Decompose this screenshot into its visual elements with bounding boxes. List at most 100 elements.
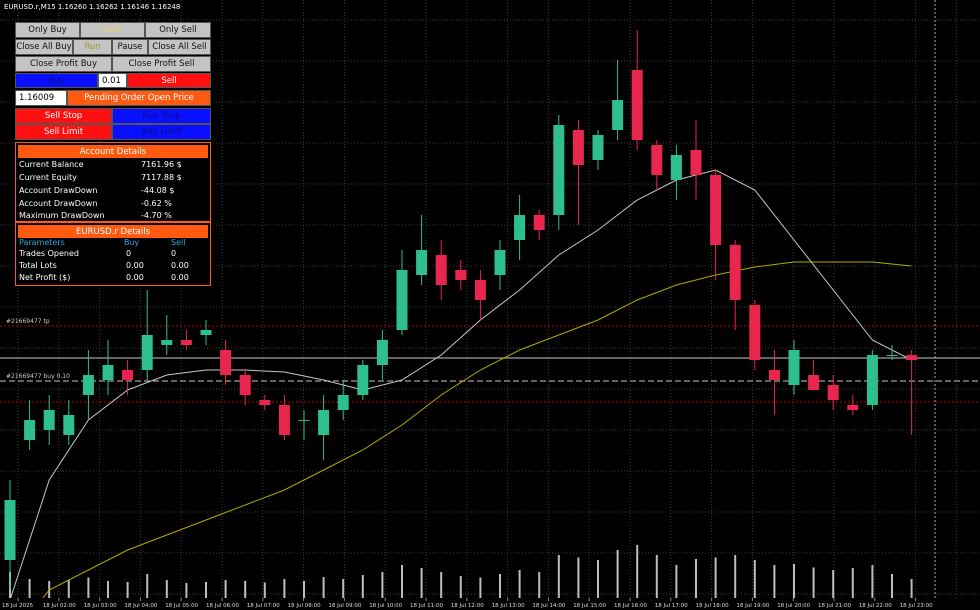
candle-body	[514, 215, 526, 240]
symbol-panel: EURUSD.r Details Parameters Buy Sell Tra…	[15, 222, 211, 286]
volume-bar	[734, 555, 737, 600]
label: Maximum DrawDown	[19, 211, 105, 220]
volume-bar	[244, 581, 247, 600]
volume-bar	[675, 565, 678, 600]
x-tick-label: 18 Jul 12:00	[451, 603, 484, 609]
x-tick-label: 18 Jul 22:00	[859, 603, 892, 609]
moving-average	[32, 261, 912, 610]
candle-body	[455, 270, 467, 280]
candle-body	[376, 340, 388, 365]
chart-title: EURUSD.r,M15 1.16260 1.16262 1.16146 1.1…	[4, 3, 180, 11]
candle-body	[298, 420, 310, 421]
label: Trades Opened	[19, 249, 79, 258]
value: -44.08 $	[141, 186, 175, 195]
value: 0.00	[171, 261, 189, 270]
candle-body	[808, 375, 820, 390]
button[interactable]: Sell Limit	[15, 124, 112, 140]
candle-body	[161, 340, 173, 345]
value: -0.62 %	[141, 199, 172, 208]
button[interactable]: Buy Limit	[112, 124, 211, 140]
volume-bar	[283, 579, 286, 600]
volume-bar	[361, 575, 364, 600]
x-tick-label: 18 Jul 20:00	[777, 603, 810, 609]
candle-body	[866, 355, 878, 405]
button[interactable]: Only Buy	[15, 22, 80, 38]
volume-bar	[538, 572, 541, 600]
volume-bar	[714, 557, 717, 600]
volume-bar	[773, 565, 776, 600]
x-tick-label: 18 Jul 06:00	[206, 603, 239, 609]
x-tick-label: 18 Jul 2025	[2, 603, 34, 609]
x-tick-label: 18 Jul 07:00	[247, 603, 280, 609]
candle-body	[337, 395, 349, 410]
candle-body	[180, 340, 192, 345]
x-tick-label: 18 Jul 04:00	[124, 603, 157, 609]
volume-bar	[322, 577, 325, 600]
volume-bar	[557, 555, 560, 600]
candle-body	[259, 400, 271, 405]
button[interactable]: Close Profit Sell	[112, 56, 211, 72]
value: 0	[126, 249, 132, 258]
button[interactable]: Close All Buy	[15, 39, 73, 55]
button[interactable]: Sell Stop	[15, 108, 112, 124]
volume-bar	[205, 582, 207, 600]
level-label: #21669477 buy 0.10	[6, 373, 70, 380]
x-tick-label: 18 Jul 21:00	[818, 603, 851, 609]
volume-bar	[655, 555, 658, 600]
x-tick-label: 18 Jul 09:00	[328, 603, 361, 609]
button[interactable]: Close Profit Buy	[15, 56, 112, 72]
panel-title: EURUSD.r Details	[18, 225, 208, 238]
volume-bar	[381, 572, 384, 600]
volume-bar	[440, 572, 443, 600]
candle-body	[122, 370, 134, 380]
lot-input[interactable]: 0.01	[98, 73, 127, 88]
button[interactable]: Buy Stop	[112, 108, 211, 124]
x-tick-label: 18 Jul 08:00	[288, 603, 321, 609]
button[interactable]: Close All Sell	[148, 39, 211, 55]
x-tick-label: 18 Jul 18:00	[696, 603, 729, 609]
level-label: #21669477 tp	[6, 318, 50, 325]
label: Net Profit ($)	[19, 273, 71, 282]
value: 0	[171, 249, 177, 258]
x-tick-label: 18 Jul 17:00	[655, 603, 688, 609]
volume-bar	[87, 577, 90, 600]
candle-body	[553, 125, 565, 215]
button[interactable]: Sell	[127, 73, 211, 88]
candle-body	[631, 70, 643, 140]
button[interactable]: Run	[73, 39, 112, 55]
x-tick-label: 18 Jul 19:00	[736, 603, 769, 609]
label: Account DrawDown	[19, 199, 98, 208]
volume-bar	[401, 565, 403, 600]
button[interactable]: Only Sell	[145, 22, 211, 38]
candle-body	[102, 365, 114, 380]
candle-body	[749, 305, 761, 360]
volume-bar	[67, 580, 70, 600]
volume-bar	[832, 570, 835, 600]
candle-body	[494, 250, 506, 275]
button[interactable]: Buy	[15, 73, 98, 88]
button[interactable]: Pause	[112, 39, 148, 55]
volume-bar	[479, 577, 482, 600]
candle-body	[906, 355, 918, 360]
volume-bar	[518, 570, 521, 600]
x-tick-label: 18 Jul 10:00	[369, 603, 402, 609]
volume-bar	[224, 580, 227, 600]
volume-bar	[459, 576, 462, 600]
button[interactable]: Pending Order Open Price	[67, 90, 211, 106]
button[interactable]: Both	[80, 22, 145, 38]
value: 7161.96 $	[141, 160, 182, 169]
candle-body	[651, 145, 663, 175]
candle-body	[572, 130, 584, 165]
x-tick-label: 18 Jul 16:00	[614, 603, 647, 609]
candle-body	[318, 410, 330, 435]
volume-bar	[185, 583, 188, 600]
price-input[interactable]: 1.16009	[15, 90, 67, 106]
account-panel: Account Details Current Balance 7161.96 …	[15, 142, 211, 222]
candle-body	[200, 330, 212, 335]
candle-body	[396, 270, 408, 330]
candle-body	[592, 135, 604, 160]
volume-bar	[636, 545, 639, 600]
x-tick-label: 18 Jul 11:00	[410, 603, 443, 609]
moving-average	[9, 169, 912, 601]
